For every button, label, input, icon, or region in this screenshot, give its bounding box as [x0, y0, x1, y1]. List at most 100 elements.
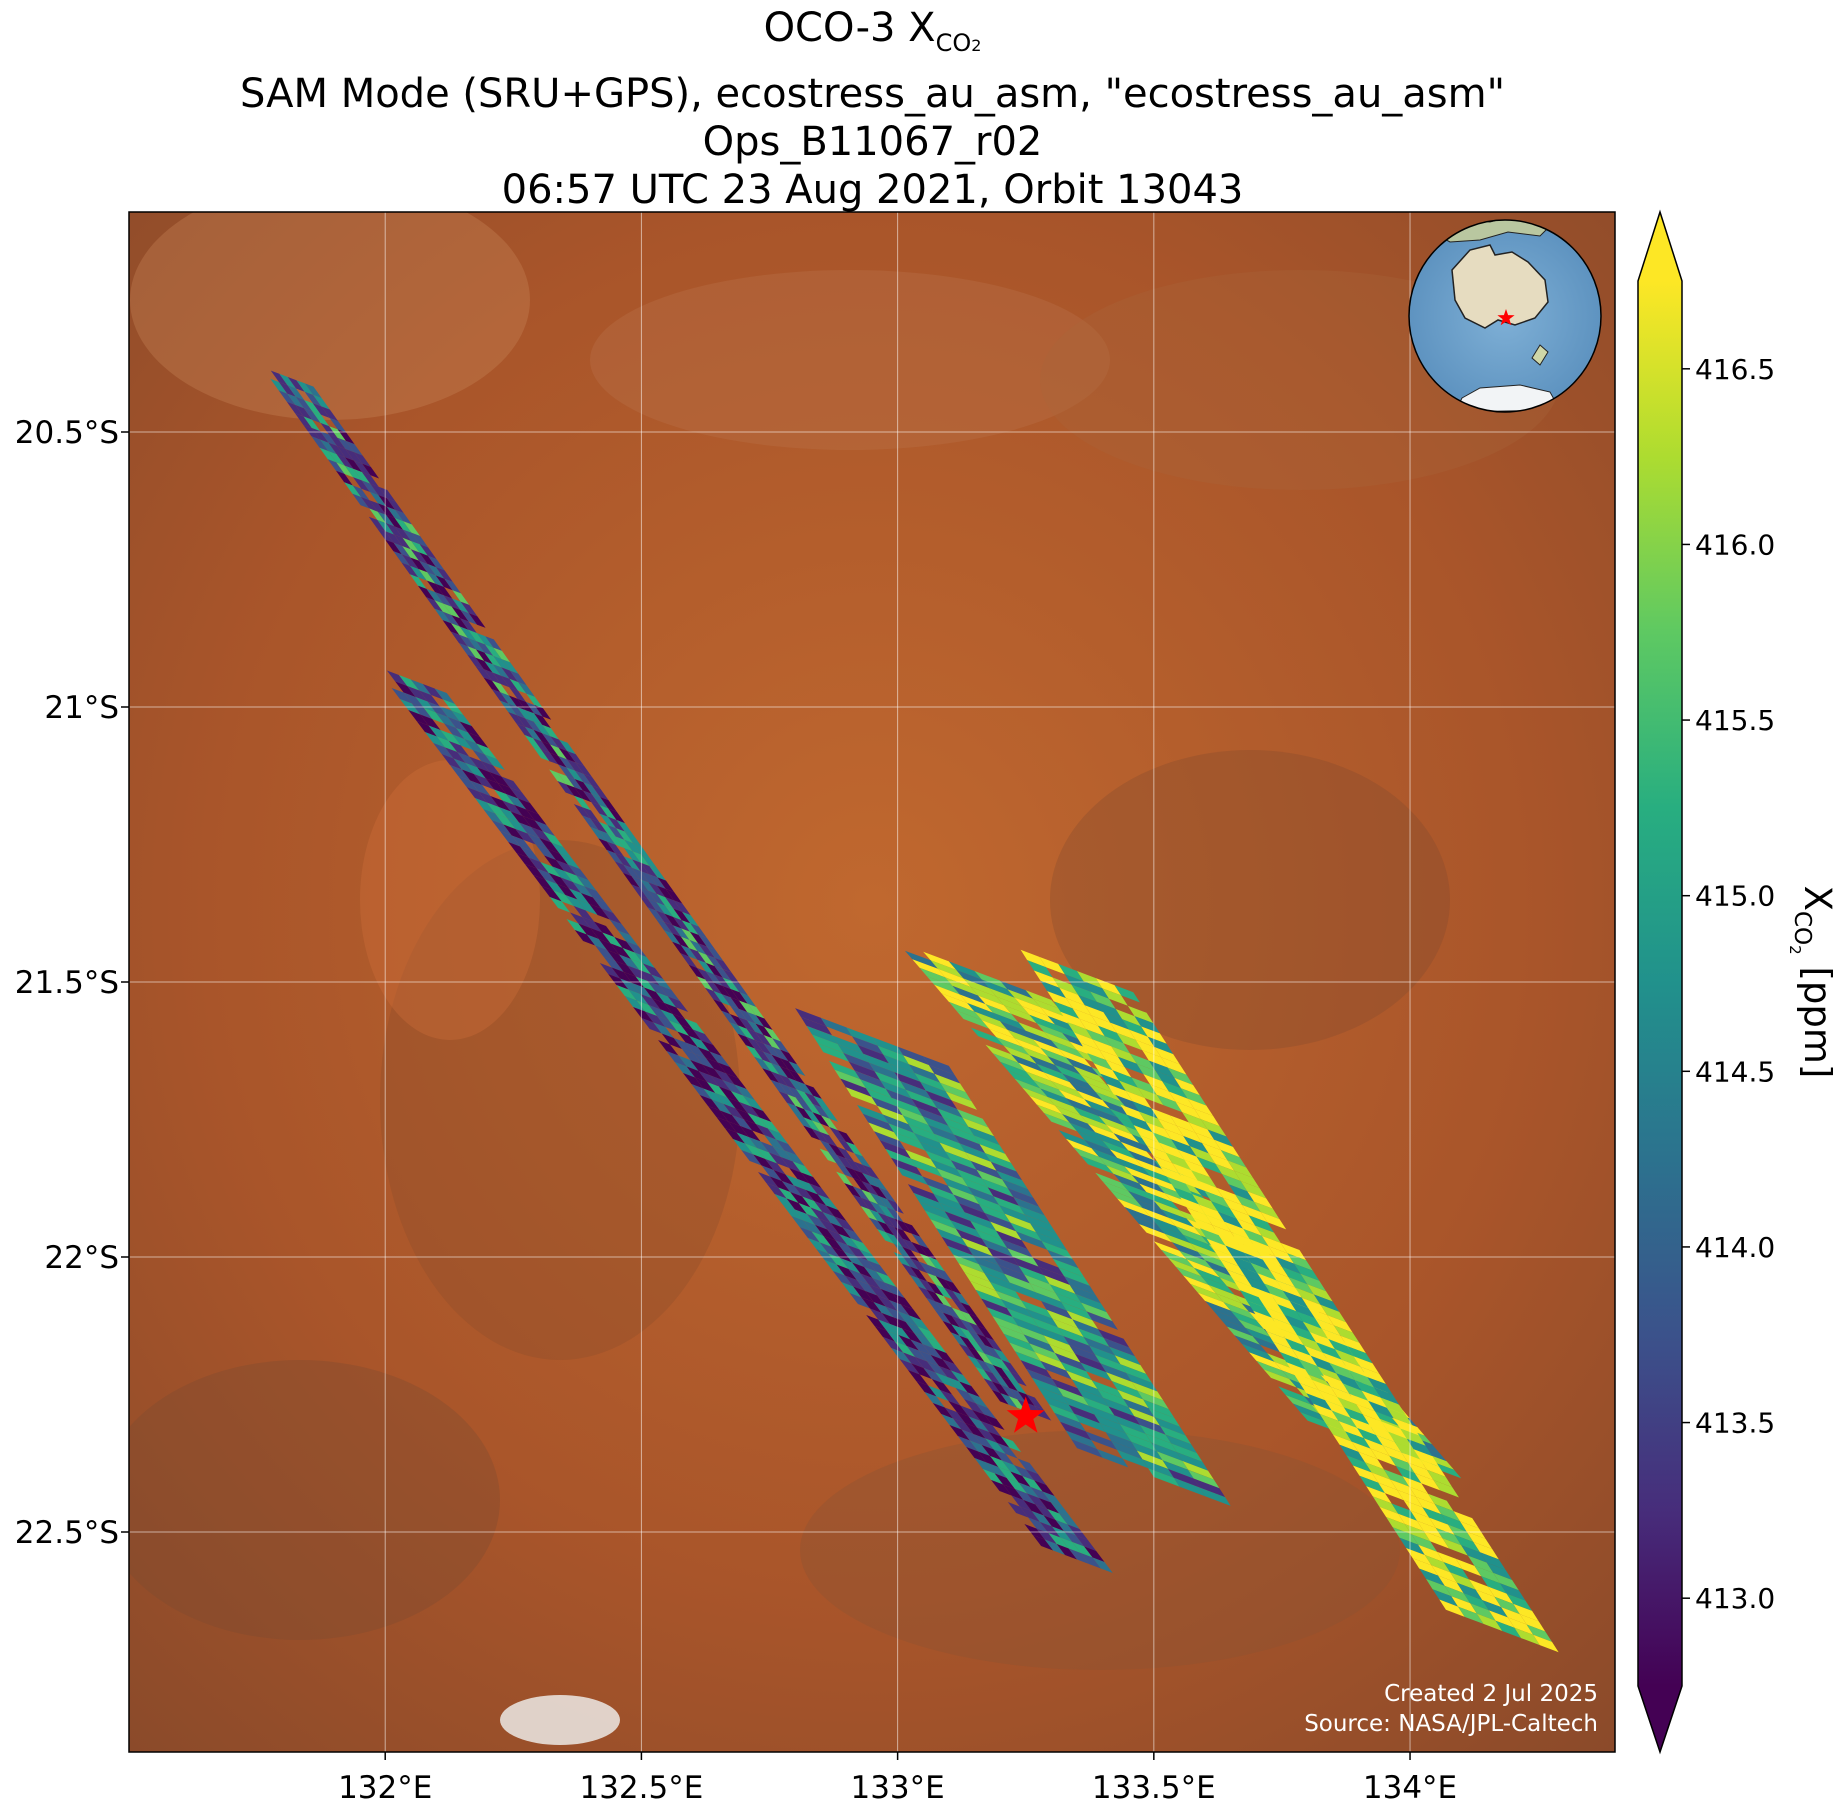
xco2-pixel: [483, 677, 501, 693]
xco2-pixel: [944, 1287, 961, 1303]
xco2-pixel: [1369, 1424, 1395, 1443]
xco2-pixel: [1162, 1081, 1188, 1099]
xco2-pixel: [1233, 1279, 1259, 1298]
xco2-pixel: [922, 1116, 954, 1135]
xco2-pixel: [1080, 1553, 1101, 1569]
xco2-pixel: [1081, 1302, 1113, 1322]
xco2-pixel: [876, 1271, 897, 1287]
xco2-pixel: [657, 885, 674, 901]
xco2-pixel: [1027, 960, 1053, 978]
xco2-pixel: [329, 417, 347, 433]
xco2-pixel: [747, 1012, 765, 1027]
xco2-pixel: [939, 1366, 960, 1382]
xco2-pixel: [1023, 1334, 1055, 1353]
xco2-pixel: [930, 1355, 951, 1371]
xco2-pixel: [1066, 998, 1092, 1016]
xco2-pixel: [1306, 1393, 1332, 1411]
xco2-pixel: [680, 953, 698, 968]
xco2-pixel: [885, 1148, 917, 1168]
xco2-pixel: [336, 470, 353, 486]
xco2-pixel: [747, 1003, 765, 1019]
xco2-pixel: [517, 707, 534, 722]
xco2-pixel: [944, 1211, 976, 1230]
xco2-pixel: [786, 1198, 807, 1214]
xco2-pixel: [688, 964, 706, 980]
x-axis-ticks: 132°E 132.5°E 133°E 133.5°E 134°E: [338, 1752, 1457, 1801]
xco2-pixel: [673, 908, 691, 924]
xco2-pixel: [1011, 1495, 1032, 1511]
xco2-pixel: [1313, 1403, 1339, 1421]
xco2-pixel: [950, 1160, 983, 1179]
xco2-pixel: [534, 705, 552, 720]
xco2-pixel: [327, 459, 345, 474]
xco2-pixel: [312, 403, 330, 418]
xco2-pixel: [410, 679, 432, 695]
xco2-pixel: [977, 1325, 994, 1341]
xco2-pixel: [981, 979, 1015, 998]
xco2-pixel: [976, 1229, 1008, 1249]
xco2-pixel: [1206, 1238, 1233, 1256]
xco2-pixel: [864, 1267, 885, 1283]
xco2-pixel: [779, 1066, 797, 1081]
xco2-pixel: [279, 382, 296, 397]
xco2-pixel: [886, 1330, 907, 1346]
xco2-pixel: [1194, 1108, 1220, 1127]
xco2-pixel: [711, 1099, 732, 1115]
xco2-pixel: [680, 945, 698, 960]
xco2-pixel: [917, 1326, 938, 1342]
xco2-pixel: [1018, 1265, 1050, 1285]
xco2-pixel: [885, 1232, 903, 1247]
xco2-pixel: [557, 781, 575, 796]
xco2-pixel: [968, 1416, 989, 1432]
xco2-pixel: [820, 1132, 838, 1147]
xco2-pixel: [881, 1313, 903, 1329]
xco2-pixel: [877, 1229, 894, 1244]
xco2-pixel: [385, 523, 403, 538]
xco2-pixel: [1034, 1480, 1055, 1496]
xco2-pixel: [1422, 1507, 1448, 1525]
xco2-pixel: [419, 560, 436, 576]
xco2-pixel: [1332, 1434, 1359, 1452]
xco2-pixel: [607, 825, 625, 840]
xco2-pixel: [1031, 1511, 1052, 1527]
xco2-pixel: [1153, 1156, 1179, 1174]
xco2-pixel: [582, 807, 600, 822]
xco2-pixel: [424, 732, 446, 748]
xco2-pixel: [1246, 1300, 1272, 1318]
xco2-pixel: [566, 919, 587, 935]
xco2-pixel: [1418, 1544, 1444, 1563]
xco2-pixel: [821, 1107, 839, 1122]
xco2-pixel: [1256, 1360, 1290, 1379]
xco2-pixel: [1126, 1114, 1153, 1133]
graticule: [129, 212, 1615, 1752]
xco2-pixel: [1114, 1415, 1146, 1434]
xco2-pixel: [947, 1245, 979, 1265]
xco2-pixel: [918, 1350, 939, 1366]
xco2-pixel: [714, 966, 732, 981]
xco2-pixel: [484, 652, 502, 668]
xco2-pixel: [1164, 1233, 1198, 1252]
xco2-pixel: [681, 936, 698, 952]
xco2-pixel: [1328, 1339, 1354, 1357]
xco2-pixel: [886, 1224, 903, 1239]
xco2-pixel: [691, 1084, 712, 1100]
xco2-pixel: [1021, 1300, 1053, 1319]
xco2-pixel: [1307, 1284, 1333, 1302]
xco2-pixel: [1072, 1008, 1098, 1026]
xco2-pixel: [1208, 1285, 1242, 1304]
xco2-pixel: [287, 393, 304, 409]
xco2-pixel: [1289, 1301, 1316, 1319]
xco2-pixel: [1025, 1469, 1047, 1485]
xco2-pixel: [607, 950, 628, 966]
xco2-pixel: [824, 1260, 845, 1276]
xco2-pixel: [1162, 1460, 1194, 1479]
xco2-pixel: [468, 732, 489, 748]
xco2-pixel: [557, 884, 578, 900]
xco2-pixel: [1500, 1583, 1526, 1601]
xco2-pixel: [1372, 1496, 1399, 1514]
xco2-pixel: [558, 764, 575, 780]
xco2-pixel: [661, 1033, 682, 1049]
xco2-pixel: [1480, 1552, 1506, 1570]
xco2-pixel: [287, 385, 305, 400]
xco2-pixel: [1383, 1469, 1410, 1487]
